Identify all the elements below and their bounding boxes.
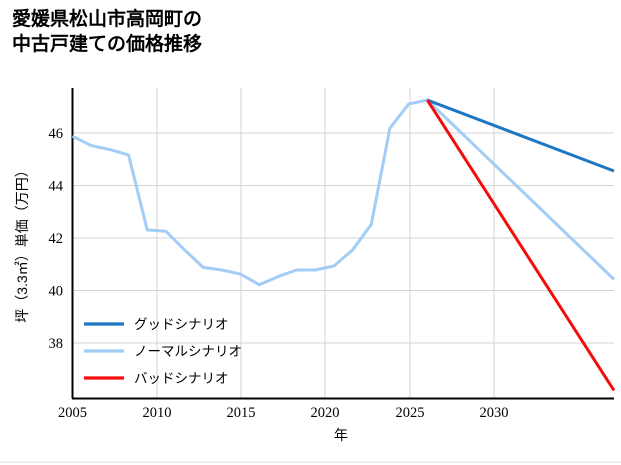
axis-spines xyxy=(71,88,614,400)
y-gridlines xyxy=(72,132,614,344)
legend-label-normal: ノーマルシナリオ xyxy=(134,344,242,359)
x-tick-labels: 2005 2010 2015 2020 2025 2030 xyxy=(58,405,509,421)
x-tick-2005: 2005 xyxy=(58,405,87,421)
x-tick-2015: 2015 xyxy=(227,405,256,421)
series-line-bad xyxy=(426,99,616,392)
legend-label-bad: バッドシナリオ xyxy=(134,371,229,386)
y-tick-42: 42 xyxy=(49,231,64,247)
y-axis-title: 坪（3.3㎡）単価（万円） xyxy=(14,163,30,322)
series-line-normal xyxy=(71,98,616,287)
y-tick-labels: 46 44 42 40 38 xyxy=(49,126,64,352)
chart-legend: グッドシナリオ ノーマルシナリオ バッドシナリオ xyxy=(84,317,242,386)
x-axis-title: 年 xyxy=(334,427,348,443)
y-tick-40: 40 xyxy=(49,284,64,300)
y-tick-38: 38 xyxy=(49,336,64,352)
x-tick-2010: 2010 xyxy=(143,405,172,421)
series-line-good xyxy=(426,98,615,173)
legend-label-good: グッドシナリオ xyxy=(134,317,229,332)
x-tick-2025: 2025 xyxy=(396,405,425,421)
page-title: 愛媛県松山市高岡町の 中古戸建ての価格推移 xyxy=(12,9,203,55)
x-tick-2020: 2020 xyxy=(311,405,340,421)
y-tick-46: 46 xyxy=(49,126,64,142)
x-tick-2030: 2030 xyxy=(480,405,509,421)
y-tick-44: 44 xyxy=(49,179,64,195)
series-group xyxy=(71,98,616,392)
